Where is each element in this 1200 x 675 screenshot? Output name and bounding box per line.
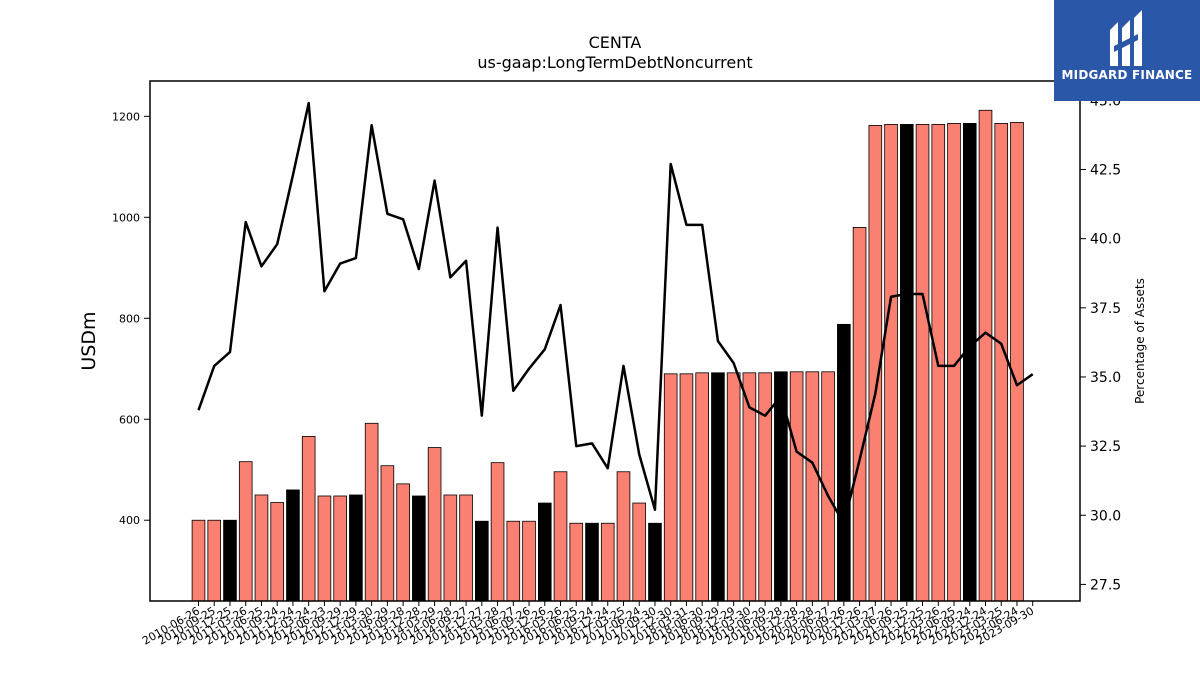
bar: [900, 124, 914, 602]
left-axis: 400 600 800 1000 1200: [112, 110, 150, 527]
bar: [758, 372, 772, 602]
bar: [805, 371, 820, 602]
bar: [679, 373, 694, 602]
bar: [349, 494, 363, 602]
x-axis: 2010-06-262010-09-252010-12-252011-03-26…: [140, 601, 1036, 648]
line-group: [197, 101, 1034, 525]
bar: [1010, 121, 1024, 602]
bar: [600, 522, 615, 602]
right-tick-label: 30.0: [1090, 508, 1121, 524]
bar: [632, 502, 647, 602]
brand-logo: MIDGARD FINANCE: [1054, 0, 1200, 101]
bar: [238, 461, 253, 602]
brand-name: MIDGARD FINANCE: [1061, 68, 1193, 82]
bar: [427, 447, 442, 602]
bar: [396, 483, 410, 602]
bar: [774, 371, 788, 602]
percentage-line: [197, 101, 1034, 525]
bar: [884, 124, 898, 602]
right-tick-label: 35.0: [1090, 370, 1121, 386]
bar: [459, 494, 473, 602]
right-tick-label: 40.0: [1090, 232, 1121, 248]
bar: [837, 323, 851, 602]
bar: [994, 123, 1009, 602]
right-tick-label: 27.5: [1090, 577, 1121, 593]
bar: [616, 471, 631, 602]
bar: [915, 124, 930, 602]
bar: [852, 227, 867, 602]
bar: [254, 494, 269, 602]
bar: [475, 520, 489, 602]
bar: [962, 123, 977, 602]
bar: [317, 495, 332, 602]
bar: [648, 522, 662, 602]
right-tick-label: 37.5: [1090, 301, 1121, 317]
bar: [364, 422, 379, 602]
bar: [663, 373, 678, 602]
bar: [585, 522, 599, 602]
left-tick-label: 400: [119, 514, 140, 527]
left-tick-label: 1200: [112, 110, 140, 123]
bar: [333, 495, 347, 602]
left-tick-label: 800: [119, 312, 140, 325]
right-tick-label: 42.5: [1090, 163, 1121, 179]
left-tick-label: 1000: [112, 211, 140, 224]
midgard-logo-icon: [1110, 10, 1142, 66]
bar: [978, 109, 993, 602]
bar: [270, 502, 284, 602]
chart-title: CENTA: [589, 33, 642, 52]
bar: [522, 520, 536, 602]
bar: [569, 522, 584, 602]
bar: [506, 520, 521, 602]
bar: [695, 372, 709, 602]
bar-group: [191, 109, 1024, 602]
bar: [207, 519, 222, 602]
bar: [380, 465, 395, 602]
bar: [711, 372, 725, 602]
bar: [726, 372, 741, 602]
right-axis: 27.530.032.535.037.540.042.545.0: [1080, 93, 1121, 593]
right-axis-label: Percentage of Assets: [1133, 278, 1147, 404]
bar: [443, 494, 458, 602]
left-axis-label: USDm: [78, 311, 100, 370]
bar: [789, 371, 804, 602]
bar: [537, 502, 552, 602]
bar: [191, 519, 206, 602]
bar: [301, 436, 316, 602]
bar: [286, 489, 300, 602]
bar: [490, 462, 505, 602]
bar: [553, 471, 568, 602]
plot-frame: [149, 80, 1081, 602]
chart-subtitle: us-gaap:LongTermDebtNoncurrent: [477, 53, 752, 72]
right-tick-label: 32.5: [1090, 439, 1121, 455]
bar: [412, 495, 426, 602]
bar: [223, 519, 237, 602]
left-tick-label: 600: [119, 413, 140, 426]
